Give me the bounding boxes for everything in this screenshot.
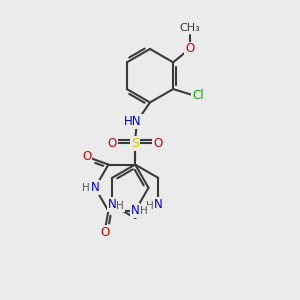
Text: H: H (146, 201, 154, 211)
Text: Cl: Cl (192, 88, 204, 101)
Text: H: H (116, 201, 124, 211)
Text: H: H (140, 206, 148, 216)
Text: N: N (91, 181, 99, 194)
Text: N: N (108, 198, 116, 211)
Text: O: O (108, 137, 117, 150)
Text: S: S (131, 137, 139, 150)
Text: HN: HN (124, 115, 142, 128)
Text: H: H (82, 183, 90, 193)
Text: O: O (185, 42, 194, 56)
Text: O: O (82, 150, 91, 163)
Text: N: N (154, 198, 163, 211)
Text: N: N (131, 204, 140, 218)
Text: O: O (153, 137, 163, 150)
Text: O: O (101, 226, 110, 239)
Text: CH₃: CH₃ (179, 22, 200, 32)
